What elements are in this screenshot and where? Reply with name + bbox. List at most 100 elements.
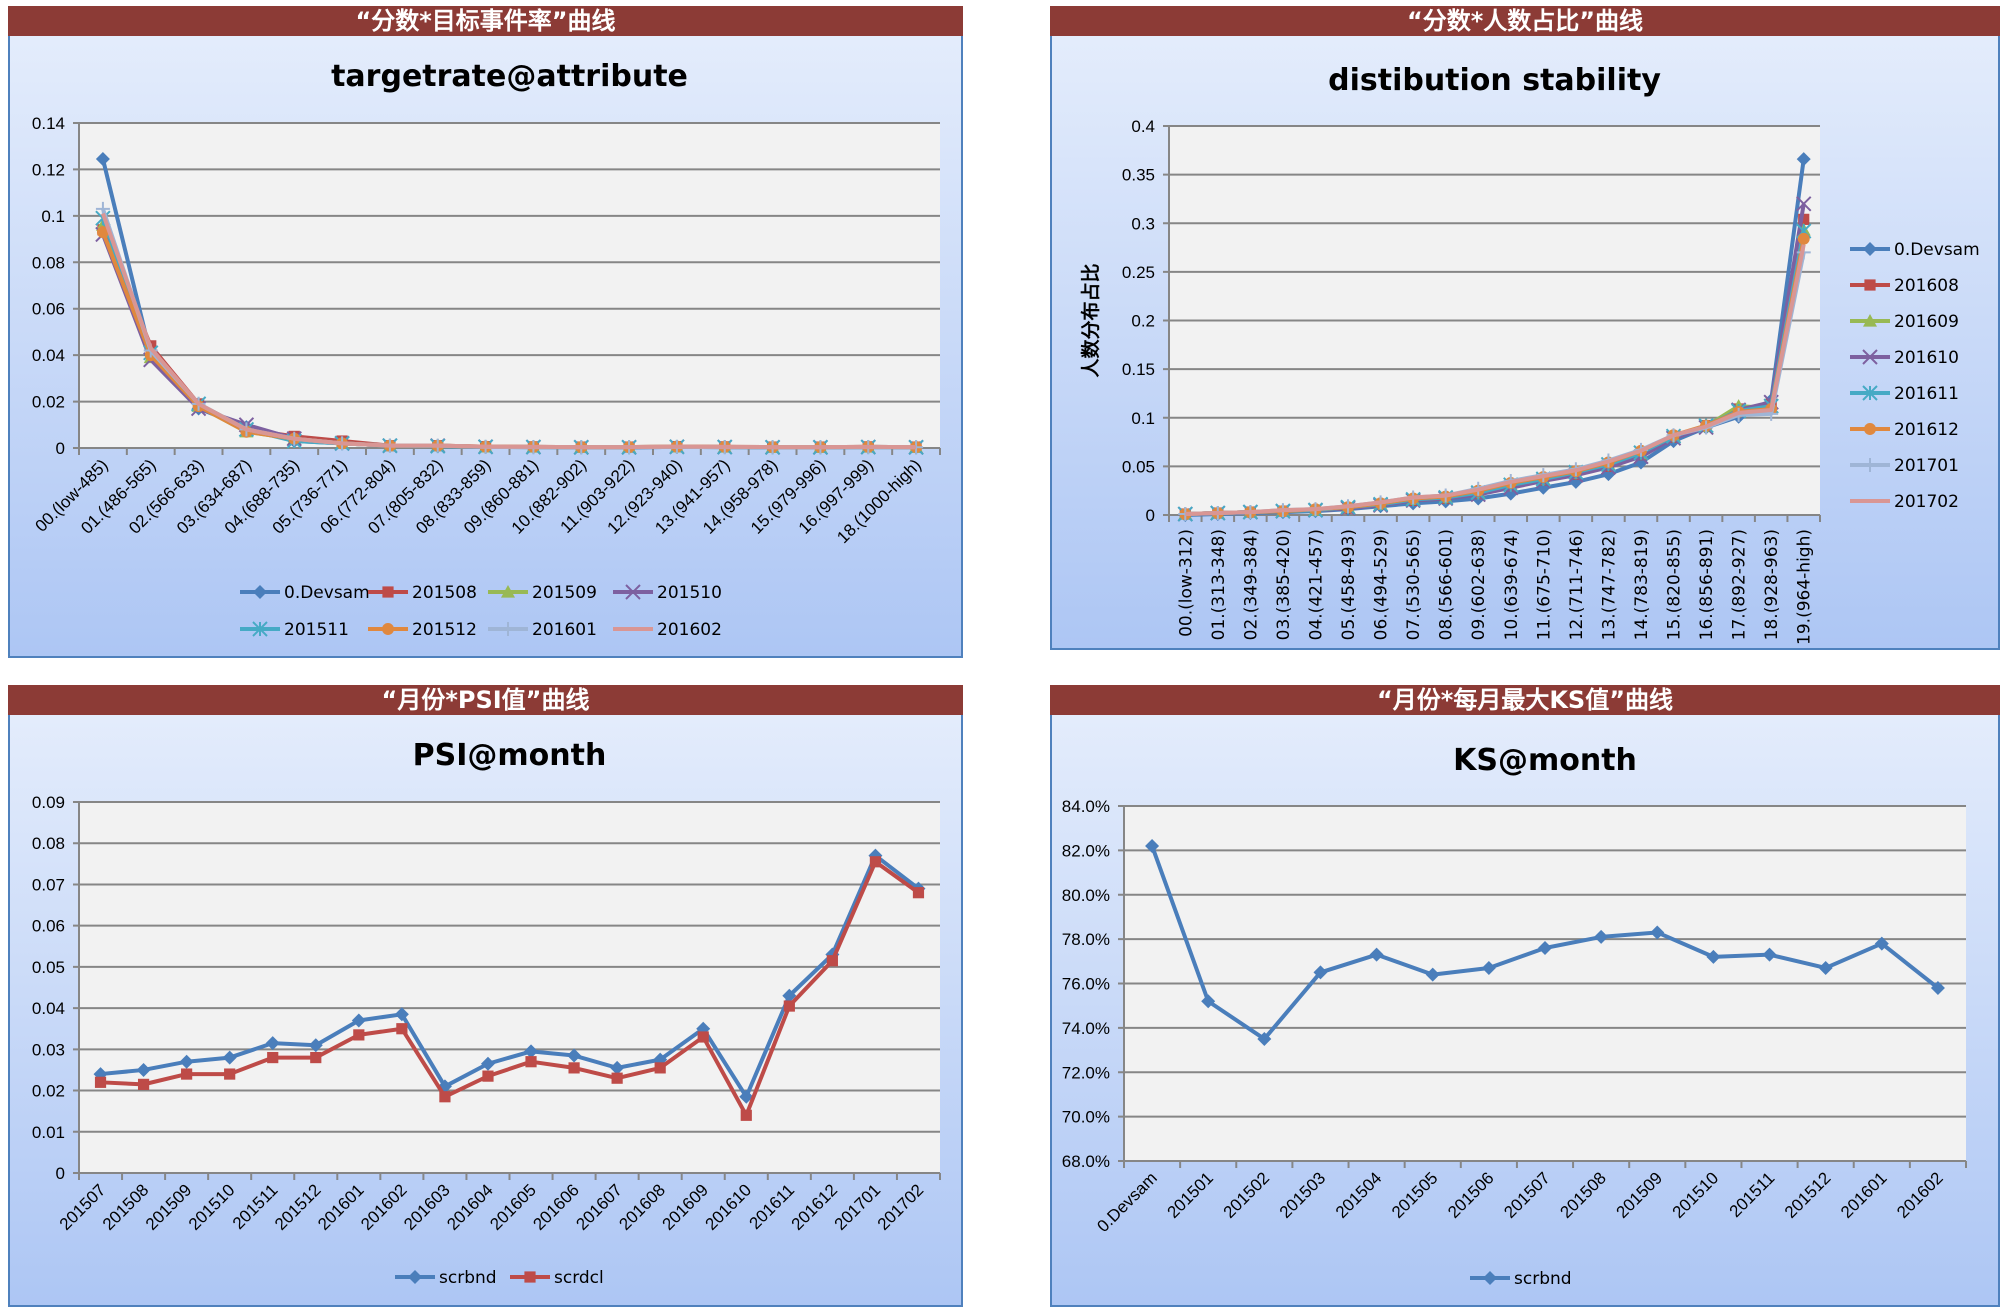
panel-header: “月份*PSI值”曲线: [8, 685, 963, 715]
y-tick-label: 0.1: [1131, 409, 1155, 428]
x-tick-label: 201604: [443, 1180, 497, 1234]
marker-square: [310, 1051, 322, 1064]
series-line: [1185, 244, 1806, 517]
marker-square: [353, 1029, 365, 1041]
x-tick-label: 201509: [1613, 1168, 1667, 1222]
x-tick-label: 0.Devsam: [1093, 1168, 1161, 1236]
marker-square: [912, 887, 925, 899]
data-point: [1874, 936, 1889, 951]
data-point: [525, 1056, 537, 1068]
legend-item: 201609: [1850, 312, 1959, 332]
y-tick-label: 0.06: [32, 300, 65, 319]
y-tick-label: 74.0%: [1062, 1019, 1110, 1038]
marker-diamond: [653, 1052, 668, 1067]
x-tick-label: 201507: [1500, 1168, 1554, 1222]
marker-diamond: [1201, 994, 1216, 1009]
marker-square: [611, 1072, 623, 1084]
data-point: [826, 955, 838, 967]
x-tick-label: 201510: [185, 1180, 239, 1234]
legend-label: 201701: [1894, 456, 1959, 476]
legend-item: 0.Devsam: [240, 583, 370, 603]
marker-diamond: [1369, 947, 1384, 962]
data-point: [267, 1051, 279, 1064]
y-tick-label: 84.0%: [1062, 797, 1110, 816]
legend-label: 201609: [1894, 312, 1959, 332]
marker-square: [524, 1271, 536, 1283]
marker-diamond: [1762, 947, 1777, 962]
data-point: [567, 1048, 582, 1063]
legend-item: 201610: [1850, 348, 1959, 368]
legend: 0.Devsam 201608 201609 201610 201611 201612 20…: [1850, 240, 1980, 512]
x-tick-label: 201602: [357, 1180, 411, 1234]
legend: scrbnd: [1470, 1269, 1572, 1289]
legend-item: 201511: [240, 620, 349, 640]
marker-diamond: [1930, 980, 1945, 995]
marker-circle: [96, 226, 109, 239]
marker-square: [482, 1070, 494, 1082]
x-tick-label: 201512: [271, 1180, 325, 1234]
x-tick-label: 201508: [99, 1180, 153, 1234]
legend-label: 201512: [412, 620, 477, 640]
data-point: [1930, 980, 1945, 995]
x-tick-label: 201605: [486, 1180, 540, 1234]
y-tick-label: 0.02: [32, 393, 65, 412]
data-point: [740, 1109, 752, 1121]
marker-square: [654, 1062, 666, 1074]
x-tick-label: 201501: [1163, 1168, 1217, 1222]
data-point: [94, 1076, 107, 1088]
marker-x: [1862, 349, 1878, 365]
data-point: [869, 856, 882, 868]
x-tick-label: 201509: [142, 1180, 196, 1234]
panel-header: “分数*目标事件率”曲线: [8, 6, 963, 36]
x-tick-label: 201512: [1781, 1168, 1835, 1222]
marker-diamond: [739, 1089, 754, 1104]
data-point: [394, 1007, 409, 1022]
legend-item: scrbnd: [1470, 1269, 1572, 1289]
y-tick-label: 0.4: [1131, 117, 1155, 136]
y-tick-label: 0.03: [32, 1040, 65, 1059]
y-tick-label: 0.04: [32, 999, 65, 1018]
x-tick-label: 201609: [659, 1180, 713, 1234]
legend-label: 201610: [1894, 348, 1959, 368]
y-tick-label: 0: [56, 1164, 65, 1183]
distribution-chart-panel: “分数*人数占比”曲线 distibution stability 0 0.05 0.…: [1050, 6, 2000, 650]
legend-label: scrdcl: [554, 1268, 604, 1288]
x-tick-label: 201601: [314, 1180, 368, 1234]
data-point: [179, 1054, 194, 1069]
x-tick-label: 201510: [1669, 1168, 1723, 1222]
marker-square: [740, 1109, 752, 1121]
marker-diamond: [1706, 949, 1721, 964]
legend-item: 201611: [1850, 384, 1959, 404]
marker-diamond: [1313, 965, 1328, 980]
data-point: [437, 1079, 452, 1094]
marker-square: [1864, 279, 1876, 291]
marker-diamond: [567, 1048, 582, 1063]
data-point: [222, 1050, 237, 1065]
marker-square: [783, 1000, 795, 1012]
data-point: [353, 1029, 365, 1041]
legend-label: 201702: [1894, 492, 1959, 512]
x-tick-label: 201505: [1388, 1168, 1442, 1222]
x-tick-label: 201612: [788, 1180, 842, 1234]
x-tick-label: 04.(421-457): [1306, 529, 1326, 640]
x-tick-label: 06.(494-529): [1372, 529, 1392, 640]
legend-item: 201510: [613, 583, 722, 603]
targetrate-chart: targetrate@attribute 0 0.02 0.04 0.06 0.08 0.1…: [31, 59, 941, 640]
data-point: [610, 1060, 625, 1075]
marker-circle: [1797, 232, 1810, 245]
marker-diamond: [1796, 152, 1811, 167]
x-tick-label: 16.(856-891): [1697, 529, 1717, 640]
x-tick-label: 08.(566-601): [1437, 529, 1457, 640]
x-tick-label: 201611: [745, 1180, 798, 1233]
psi-chart: PSI@month 0 0.01 0.02 0.03 0.04 0.05 0.06 0.07 0.…: [32, 738, 941, 1288]
legend-item: scrbnd: [395, 1268, 497, 1288]
x-tick-label: 17.(892-927): [1730, 529, 1750, 640]
chart-title: targetrate@attribute: [331, 59, 688, 94]
marker-diamond: [1257, 1031, 1272, 1046]
y-tick-label: 0.04: [32, 346, 65, 365]
y-tick-label: 0.06: [32, 917, 65, 936]
x-tick-label: 07.(530-565): [1404, 529, 1424, 640]
data-point: [1797, 232, 1810, 245]
legend-item: 201701: [1850, 456, 1959, 476]
marker-square: [267, 1051, 279, 1064]
